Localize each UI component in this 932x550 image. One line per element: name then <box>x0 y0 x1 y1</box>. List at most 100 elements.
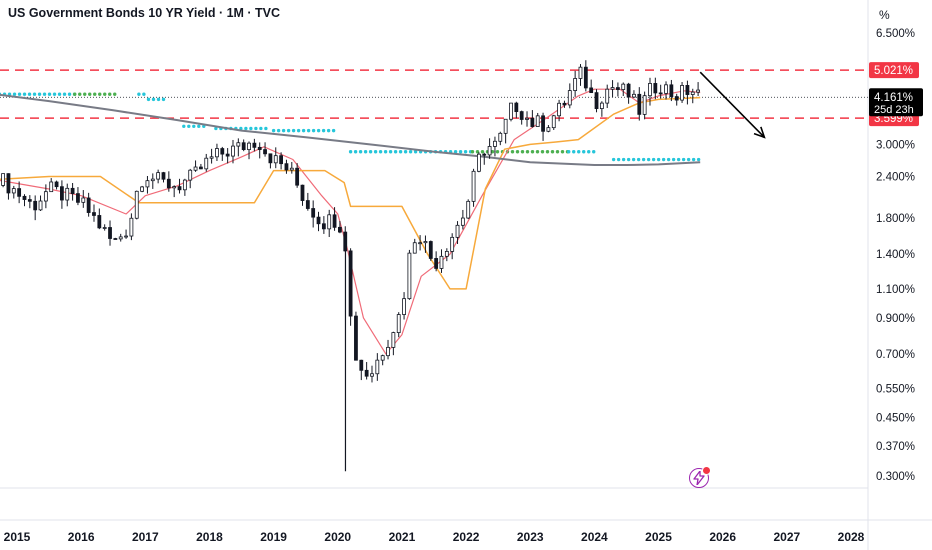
indicator-dot <box>156 97 161 102</box>
y-tick-label: 0.700% <box>876 349 915 361</box>
indicator-dot <box>398 150 403 154</box>
candle-body <box>338 226 342 233</box>
indicator-dot <box>254 126 258 131</box>
candle-body <box>546 127 551 132</box>
candle-body <box>273 155 278 164</box>
candle-body <box>519 111 524 120</box>
indicator-dot <box>358 150 363 154</box>
candle-body <box>118 236 123 240</box>
x-tick-label: 2016 <box>68 530 95 544</box>
indicator-dot <box>93 92 97 96</box>
candle-body <box>257 146 262 150</box>
y-axis[interactable]: 6.500% 3.000% 2.400% 1.800% 1.400% 1.100% 0.90… <box>876 28 915 483</box>
candle-body <box>551 115 556 129</box>
slow-ma-line <box>0 96 701 290</box>
candle-body <box>150 178 155 182</box>
candle-body <box>380 355 385 361</box>
candle-body <box>364 369 369 377</box>
lightning-alert-icon[interactable] <box>689 466 711 488</box>
indicator-dot <box>616 157 621 162</box>
candle-body <box>616 87 620 90</box>
y-axis-unit[interactable]: % <box>879 8 890 22</box>
candle-body <box>386 346 390 357</box>
indicator-dot <box>316 128 321 133</box>
candle-body <box>11 188 16 194</box>
indicator-dot <box>393 150 398 154</box>
indicator-dot <box>582 150 586 154</box>
candle-body <box>428 241 433 259</box>
y-tick-label: 0.370% <box>876 441 915 453</box>
candle-body <box>17 188 22 197</box>
indicator-dot <box>510 150 515 154</box>
indicator-dot <box>239 126 243 131</box>
candle-body <box>76 193 80 203</box>
indicator-dot <box>646 157 651 162</box>
x-tick-label: 2022 <box>453 530 480 544</box>
indicator-dot <box>214 126 218 131</box>
indicator-dot <box>540 150 545 154</box>
candle-body <box>375 359 380 375</box>
indicator-dot <box>17 92 22 96</box>
y-tick-label: 6.500% <box>876 28 915 40</box>
indicator-dot <box>661 157 666 162</box>
candle-body <box>690 91 695 95</box>
y-tick-label: 3.000% <box>876 139 915 151</box>
candle-body <box>209 156 214 159</box>
candle-body <box>172 186 177 189</box>
indicator-dot <box>301 128 306 133</box>
x-tick-label: 2026 <box>709 530 736 544</box>
candle-body <box>412 242 417 254</box>
x-tick-label: 2017 <box>132 530 159 544</box>
indicator-dot <box>413 150 418 154</box>
indicator-dot <box>373 150 378 154</box>
candle-body <box>637 93 642 115</box>
countdown-label: 25d 23h <box>874 104 914 116</box>
indicator-dot <box>197 124 201 129</box>
indicator-dot <box>291 128 296 133</box>
candle-body <box>674 96 679 101</box>
candle-body <box>86 197 91 213</box>
indicator-dot <box>611 157 616 162</box>
candle-body <box>193 166 198 171</box>
y-tick-label: 0.900% <box>876 313 915 325</box>
projection-arrow-shaft <box>699 71 765 138</box>
projection-arrow-head <box>753 126 766 139</box>
candle-body <box>327 214 332 230</box>
indicator-dot <box>37 92 42 96</box>
y-tick-label: 0.550% <box>876 384 915 396</box>
candle-body <box>182 179 187 191</box>
candle-body <box>648 83 652 97</box>
candle-body <box>268 153 273 164</box>
indicator-dot <box>306 128 311 133</box>
resistance-price-label: 5.021% <box>874 65 913 77</box>
indicator-dot <box>326 128 331 133</box>
indicator-dot <box>103 92 107 96</box>
candle-body <box>370 373 374 377</box>
indicator-dot <box>27 92 32 96</box>
candle-body <box>311 208 316 218</box>
candle-body <box>22 195 27 200</box>
x-axis[interactable]: 2015 2016 2017 2018 2019 2020 2021 2022 2023 2024… <box>4 530 865 544</box>
candle-body <box>161 172 166 180</box>
candle-body <box>60 186 64 201</box>
candle-body <box>444 250 449 257</box>
indicator-dot <box>480 150 485 154</box>
indicator-dot <box>545 150 550 154</box>
y-tick-label: 0.300% <box>876 471 915 483</box>
indicator-dot <box>244 126 248 131</box>
indicator-dot <box>621 157 626 162</box>
candle-body <box>332 214 337 228</box>
indicator-dot <box>681 157 686 162</box>
x-tick-label: 2018 <box>196 530 223 544</box>
candle-body <box>289 167 294 171</box>
candle-body <box>97 215 102 229</box>
candle-body <box>27 199 32 202</box>
x-tick-label: 2015 <box>4 530 31 544</box>
candle-body <box>498 132 503 142</box>
indicator-dot <box>696 157 701 162</box>
indicator-dot <box>187 124 191 129</box>
y-tick-label: 0.450% <box>876 413 915 425</box>
candle-body <box>589 87 594 94</box>
